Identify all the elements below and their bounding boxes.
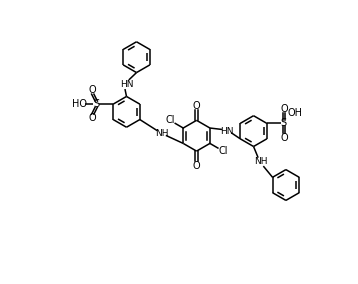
Text: NH: NH <box>254 157 267 166</box>
Text: O: O <box>193 161 200 171</box>
Text: HO: HO <box>72 99 87 109</box>
Text: S: S <box>281 118 287 128</box>
Text: O: O <box>89 113 97 123</box>
Text: HN: HN <box>220 127 233 135</box>
Text: NH: NH <box>155 129 168 137</box>
Text: O: O <box>280 104 287 114</box>
Text: O: O <box>193 101 200 111</box>
Text: HN: HN <box>120 80 134 89</box>
Text: O: O <box>89 85 97 95</box>
Text: OH: OH <box>288 108 303 118</box>
Text: Cl: Cl <box>218 146 228 156</box>
Text: S: S <box>93 99 99 109</box>
Text: Cl: Cl <box>165 115 175 125</box>
Text: O: O <box>280 133 287 143</box>
